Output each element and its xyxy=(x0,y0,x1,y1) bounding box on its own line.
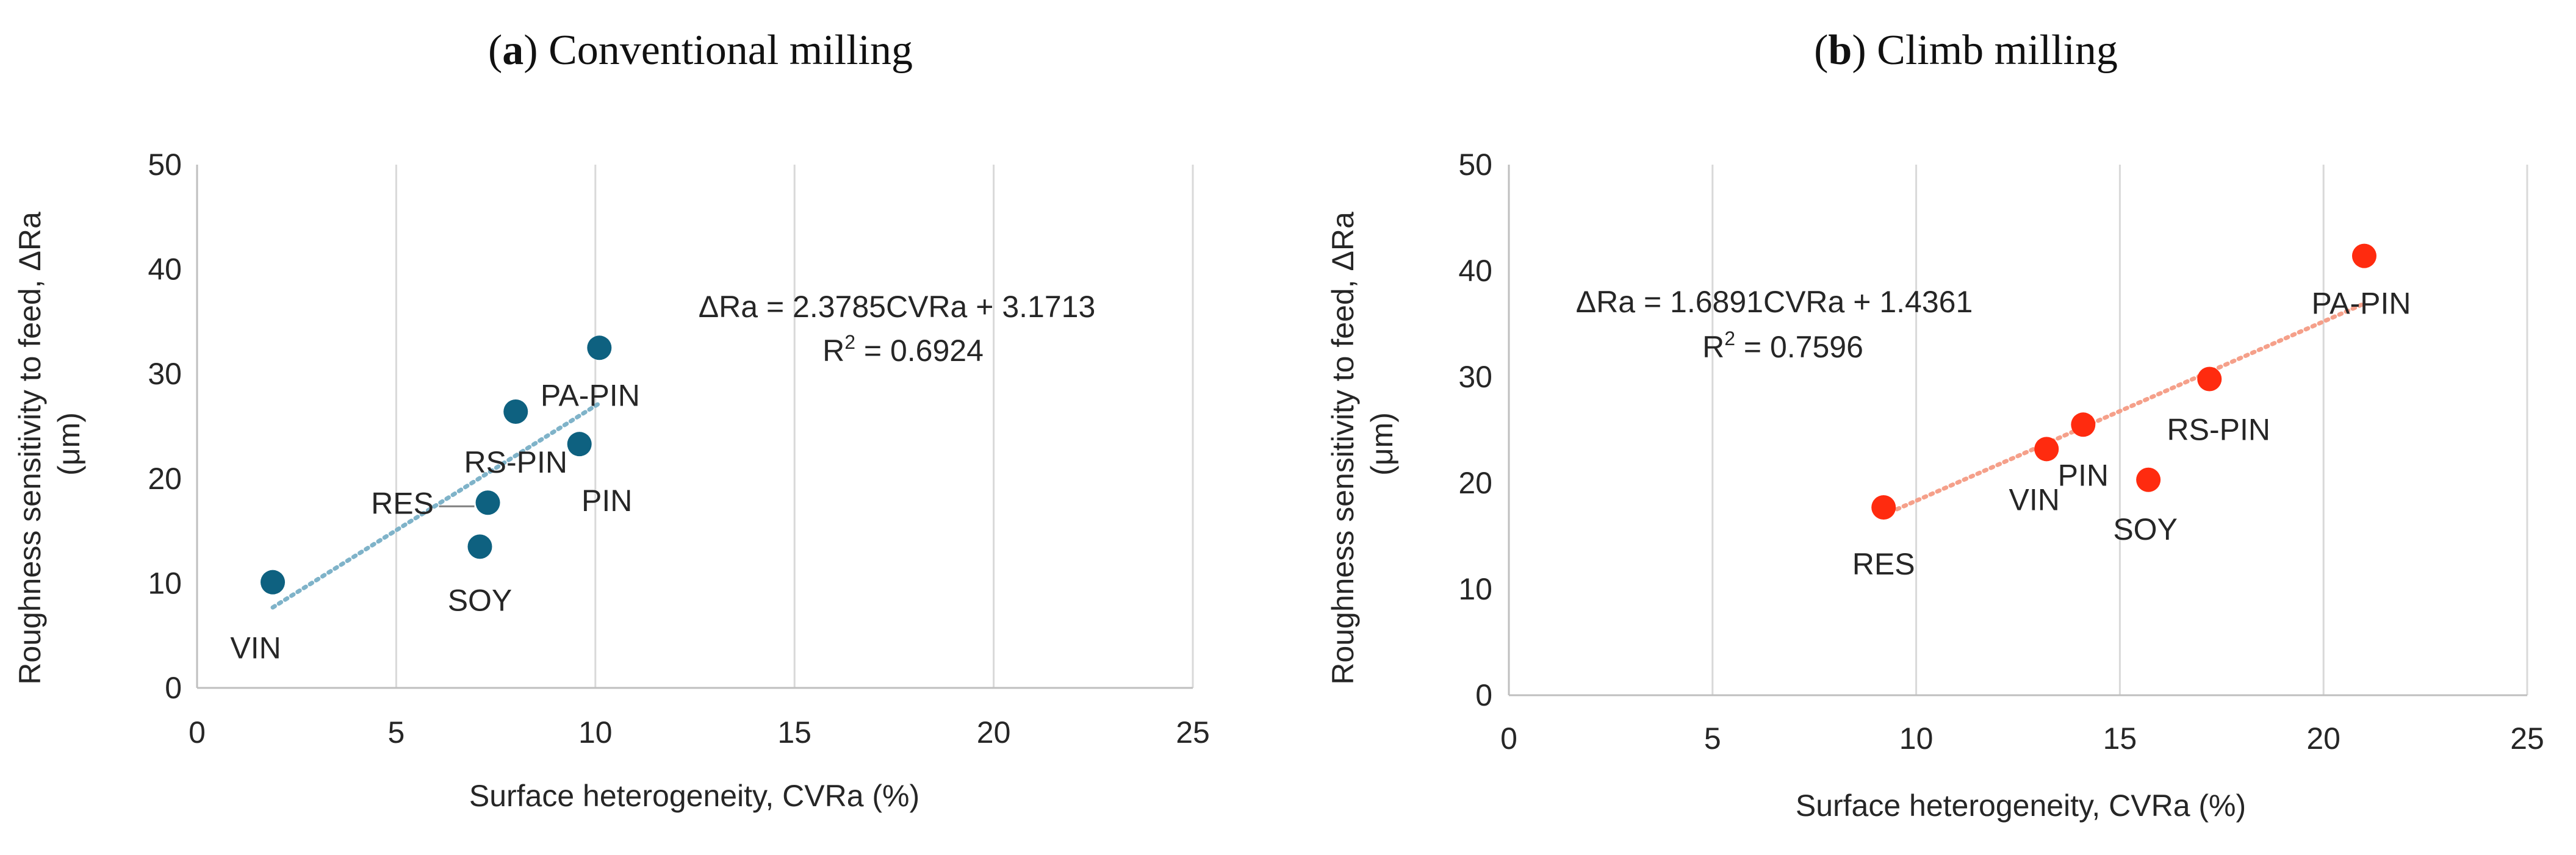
trendline xyxy=(270,401,602,610)
y-tick-label: 0 xyxy=(165,671,182,705)
panel-conventional-milling: (a) Conventional milling 0 5 10 15 20 25 0 10 20… xyxy=(13,27,1210,813)
y-axis-label-line1: Roughness sensitivity to feed, ΔRa xyxy=(1326,212,1360,685)
y-tick-label: 50 xyxy=(148,148,182,182)
panel-title-text: Conventional milling xyxy=(549,27,913,74)
data-point-vin xyxy=(261,570,286,595)
x-tick-label: 20 xyxy=(977,715,1011,749)
x-tick-label: 15 xyxy=(2103,721,2137,756)
plot-area-a: 0 5 10 15 20 25 0 10 20 30 40 50 VIN SOY RES RS-PIN PIN P… xyxy=(148,148,1209,749)
r-squared-b: R2 = 0.7596 xyxy=(1702,327,1863,364)
panel-title-prefix: b xyxy=(1828,27,1852,74)
data-label-pin: PIN xyxy=(2058,458,2109,492)
y-tick-label: 10 xyxy=(148,566,182,600)
x-tick-label: 5 xyxy=(387,715,405,749)
x-tick-label: 25 xyxy=(1176,715,1210,749)
panel-climb-milling: (b) Climb milling 0 5 10 15 20 25 0 10 20 30 40 50 R… xyxy=(1326,27,2544,823)
y-tick-label: 40 xyxy=(148,252,182,287)
data-point-res xyxy=(1871,495,1896,520)
data-label-pa-pin: PA-PIN xyxy=(541,378,640,412)
data-label-rs-pin: RS-PIN xyxy=(2167,412,2270,446)
data-point-soy xyxy=(2136,467,2161,492)
data-point-vin xyxy=(2034,437,2059,462)
x-axis-label-a: Surface heterogeneity, CVRa (%) xyxy=(469,779,919,813)
data-point-pin xyxy=(2071,412,2096,437)
trendline xyxy=(1881,301,2367,518)
x-tick-label: 5 xyxy=(1704,721,1721,756)
data-label-pin: PIN xyxy=(581,484,632,518)
data-label-vin: VIN xyxy=(230,631,281,665)
y-tick-label: 30 xyxy=(148,357,182,391)
y-axis-label-a: Roughness sensitivity to feed, ΔRa (μm) xyxy=(13,203,86,684)
x-tick-label: 0 xyxy=(1500,721,1517,756)
y-axis-label-b: Roughness sensitivity to feed, ΔRa (μm) xyxy=(1326,203,1399,684)
r-squared-a: R2 = 0.6924 xyxy=(822,331,984,368)
panel-title-prefix: a xyxy=(502,27,523,74)
data-point-res xyxy=(475,490,500,515)
y-tick-label: 0 xyxy=(1475,678,1492,712)
x-tick-label: 20 xyxy=(2306,721,2340,756)
y-tick-label: 20 xyxy=(148,462,182,496)
y-axis-label-line1: Roughness sensitivity to feed, ΔRa xyxy=(13,212,47,685)
y-tick-label: 50 xyxy=(1458,148,1492,182)
data-label-res: RES xyxy=(1852,547,1915,581)
x-tick-label: 25 xyxy=(2510,721,2544,756)
y-tick-label: 30 xyxy=(1458,360,1492,394)
panel-title-text: Climb milling xyxy=(1877,27,2118,74)
panel-title-a: (a) Conventional milling xyxy=(488,27,913,74)
data-point-soy xyxy=(467,534,492,559)
data-label-soy: SOY xyxy=(448,583,513,617)
data-label-vin: VIN xyxy=(2009,482,2060,517)
y-tick-label: 40 xyxy=(1458,254,1492,288)
x-axis-label-b: Surface heterogeneity, CVRa (%) xyxy=(1796,789,2246,823)
data-label-rs-pin: RS-PIN xyxy=(464,445,567,479)
y-axis-label-line2: (μm) xyxy=(52,412,86,476)
data-label-soy: SOY xyxy=(2113,512,2178,546)
data-label-res: RES xyxy=(371,486,434,520)
r-squared-value: = 0.7596 xyxy=(1735,330,1863,364)
x-tick-label: 15 xyxy=(777,715,811,749)
panel-title-b: (b) Climb milling xyxy=(1814,27,2118,74)
x-tick-label: 10 xyxy=(578,715,613,749)
data-point-rs-pin xyxy=(503,399,528,424)
data-point-rs-pin xyxy=(2197,367,2222,392)
y-tick-label: 20 xyxy=(1458,466,1492,500)
x-tick-label: 10 xyxy=(1899,721,1934,756)
data-point-pa-pin xyxy=(587,335,612,360)
trend-equation-a: ΔRa = 2.3785CVRa + 3.1713 xyxy=(699,290,1096,324)
y-tick-label: 10 xyxy=(1458,572,1492,606)
r-squared-value: = 0.6924 xyxy=(855,334,984,368)
trend-equation-b: ΔRa = 1.6891CVRa + 1.4361 xyxy=(1576,285,1973,319)
data-label-pa-pin: PA-PIN xyxy=(2311,287,2411,321)
y-axis-label-line2: (μm) xyxy=(1365,412,1399,476)
data-point-pin xyxy=(567,432,592,457)
x-tick-label: 0 xyxy=(189,715,206,749)
data-point-pa-pin xyxy=(2351,243,2376,268)
